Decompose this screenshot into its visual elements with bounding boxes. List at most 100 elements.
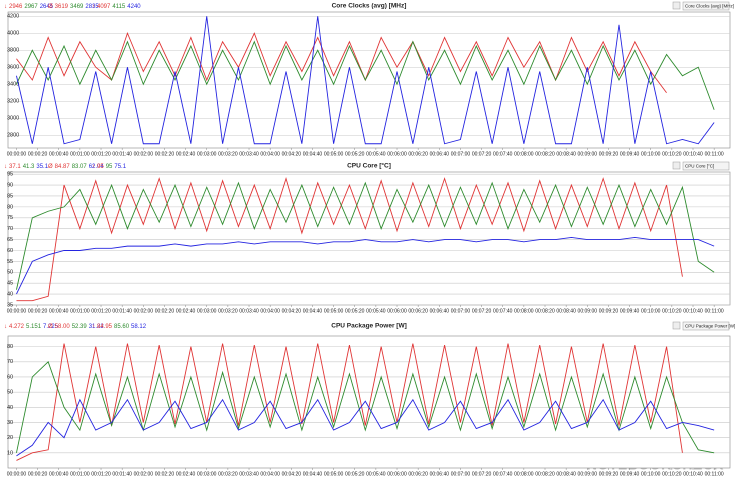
x-tick-label: 00:07:00: [451, 308, 471, 314]
chart-title: CPU Package Power [W]: [331, 323, 407, 330]
stat-value: 37.1: [9, 164, 21, 170]
x-tick-label: 00:03:20: [218, 151, 238, 157]
y-tick-label: 60: [7, 374, 13, 380]
y-tick-label: 40: [7, 405, 13, 411]
stat-value: 84.95: [97, 324, 113, 330]
stat-value: 3469: [70, 4, 84, 10]
stat-value: 2967: [24, 4, 38, 10]
stat-value: 95: [106, 164, 113, 170]
x-tick-label: 00:08:20: [535, 471, 555, 477]
stat-group: ↓ 2946 2967 2645: [4, 4, 54, 10]
stat-symbol: ↓: [4, 4, 7, 10]
stat-group: ↑ 95 95 75.1: [92, 164, 127, 170]
stat-value: 95: [97, 164, 104, 170]
x-tick-label: 00:02:00: [134, 151, 154, 157]
x-tick-label: 00:08:40: [556, 471, 576, 477]
stat-value: 84.87: [55, 164, 71, 170]
y-tick-label: 2800: [7, 133, 19, 139]
stat-group: Ø 58.00 52.39 31.22: [48, 324, 104, 330]
x-tick-label: 00:07:00: [451, 471, 471, 477]
x-tick-label: 00:04:20: [282, 308, 302, 314]
x-tick-label: 00:04:40: [303, 308, 323, 314]
y-tick-label: 70: [7, 359, 13, 365]
stat-value: 4240: [127, 4, 141, 10]
y-tick-label: 60: [7, 248, 13, 254]
series-line: [16, 398, 715, 457]
x-tick-label: 00:03:00: [197, 308, 217, 314]
x-tick-label: 00:06:00: [387, 308, 407, 314]
x-tick-label: 00:04:20: [282, 151, 302, 157]
y-tick-label: 40: [7, 292, 13, 298]
dropdown[interactable]: [682, 161, 730, 171]
x-tick-label: 00:09:20: [599, 308, 619, 314]
x-tick-label: 00:02:20: [155, 151, 175, 157]
dropdown-icon[interactable]: [672, 1, 681, 10]
x-tick-label: 00:09:40: [620, 151, 640, 157]
x-tick-label: 00:08:40: [556, 308, 576, 314]
y-tick-label: 90: [7, 183, 13, 189]
stat-value: 52.39: [72, 324, 88, 330]
x-tick-label: 00:10:40: [683, 308, 703, 314]
x-tick-label: 00:08:00: [514, 308, 534, 314]
dropdown[interactable]: [682, 321, 730, 331]
y-tick-label: 50: [7, 390, 13, 396]
x-tick-label: 00:05:20: [345, 308, 365, 314]
series-line: [16, 181, 715, 290]
stat-group: ↑ 4097 4115 4240: [92, 4, 141, 10]
y-tick-label: 3200: [7, 99, 19, 105]
x-tick-label: 00:00:40: [49, 151, 69, 157]
x-tick-label: 00:06:20: [408, 151, 428, 157]
series-line: [16, 176, 683, 302]
x-tick-label: 00:04:00: [260, 308, 280, 314]
dropdown-label[interactable]: CPU Core [°C]: [685, 163, 714, 168]
stat-value: 2645: [40, 4, 54, 10]
x-tick-label: 00:10:20: [662, 151, 682, 157]
x-tick-label: 00:07:20: [472, 471, 492, 477]
stat-group: ↓ 4.272 5.151 7.225: [4, 324, 59, 330]
chart-title: Core Clocks (avg) [MHz]: [332, 3, 407, 10]
stat-value: 62.04: [89, 164, 105, 170]
x-tick-label: 00:02:20: [155, 471, 175, 477]
x-tick-label: 00:05:20: [345, 151, 365, 157]
x-tick-label: 00:00:20: [28, 308, 48, 314]
series-line: [16, 360, 715, 454]
stat-group: Ø 3619 3469 2835: [48, 4, 99, 10]
dropdown-label[interactable]: Core Clocks (avg) [MHz]: [685, 3, 734, 8]
stat-value: 7.225: [43, 324, 59, 330]
stat-group: ↑ 84.95 85.60 58.12: [92, 324, 147, 330]
y-tick-label: 80: [7, 204, 13, 210]
dropdown-icon[interactable]: [672, 161, 681, 170]
x-tick-label: 00:08:40: [556, 151, 576, 157]
y-tick-label: 3400: [7, 82, 19, 88]
stat-value: 4097: [97, 4, 111, 10]
x-tick-label: 00:03:20: [218, 308, 238, 314]
y-tick-label: 70: [7, 226, 13, 232]
x-tick-label: 00:05:40: [366, 151, 386, 157]
x-tick-label: 00:01:40: [112, 151, 132, 157]
stat-value: 41.3: [23, 164, 35, 170]
x-tick-label: 00:07:20: [472, 151, 492, 157]
stat-group: Ø 84.87 83.07 62.04: [48, 164, 104, 170]
x-tick-label: 00:03:40: [239, 308, 259, 314]
stat-value: 85.60: [114, 324, 130, 330]
x-tick-label: 00:08:20: [535, 151, 555, 157]
x-tick-label: 00:05:00: [324, 308, 344, 314]
dropdown-label[interactable]: CPU Package Power [W]: [685, 323, 735, 328]
x-tick-label: 00:01:20: [91, 151, 111, 157]
x-tick-label: 00:00:00: [7, 151, 27, 157]
x-tick-label: 00:03:20: [218, 471, 238, 477]
x-tick-label: 00:02:00: [134, 308, 154, 314]
dropdown[interactable]: [682, 1, 730, 11]
x-tick-label: 00:10:00: [641, 151, 661, 157]
stat-symbol: ↑: [92, 4, 95, 10]
x-tick-label: 00:02:40: [176, 471, 196, 477]
y-tick-label: 55: [7, 259, 13, 265]
x-tick-label: 00:03:40: [239, 471, 259, 477]
x-tick-label: 00:09:00: [578, 471, 598, 477]
stat-value: 4115: [112, 4, 126, 10]
dropdown-icon[interactable]: [672, 321, 681, 330]
x-tick-label: 00:01:40: [112, 471, 132, 477]
y-tick-label: 85: [7, 193, 13, 199]
y-tick-label: 80: [7, 344, 13, 350]
x-tick-label: 00:07:40: [493, 471, 513, 477]
